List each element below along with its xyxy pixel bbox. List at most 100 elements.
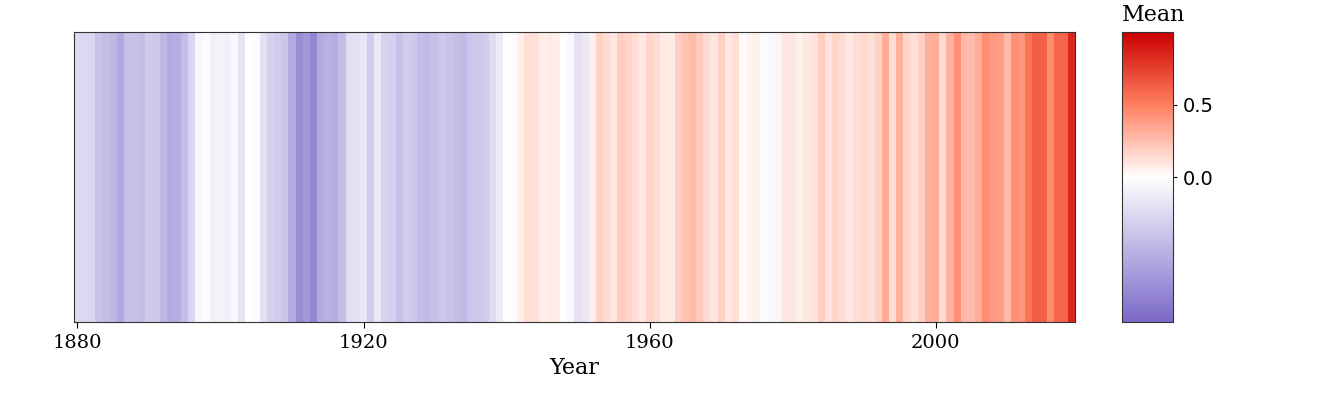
Bar [195, 32, 203, 322]
Bar [310, 32, 317, 322]
Bar [524, 32, 532, 322]
Bar [496, 32, 503, 322]
Bar [438, 32, 446, 322]
Bar [868, 32, 875, 322]
Bar [789, 32, 797, 322]
Bar [567, 32, 575, 322]
Bar [925, 32, 933, 322]
Bar [653, 32, 660, 322]
Bar [974, 32, 982, 322]
Bar [839, 32, 847, 322]
Bar [503, 32, 511, 322]
Bar [961, 32, 968, 322]
Bar [417, 32, 425, 322]
Bar [388, 32, 396, 322]
Bar [681, 32, 689, 322]
Bar [1068, 32, 1075, 322]
Bar [582, 32, 589, 322]
Bar [1054, 32, 1060, 322]
Bar [761, 32, 767, 322]
Bar [732, 32, 739, 322]
Bar [1060, 32, 1068, 322]
Bar [890, 32, 896, 322]
Bar [918, 32, 925, 322]
Bar [167, 32, 175, 322]
Bar [546, 32, 554, 322]
Bar [517, 32, 524, 322]
Bar [1047, 32, 1054, 322]
Bar [939, 32, 946, 322]
Bar [231, 32, 238, 322]
Bar [603, 32, 610, 322]
Bar [610, 32, 617, 322]
Bar [638, 32, 646, 322]
Bar [696, 32, 703, 322]
Bar [804, 32, 810, 322]
Bar [210, 32, 216, 322]
Bar [689, 32, 696, 322]
Bar [718, 32, 724, 322]
Bar [367, 32, 375, 322]
Bar [145, 32, 153, 322]
Bar [1017, 32, 1025, 322]
Bar [1032, 32, 1039, 322]
Bar [425, 32, 431, 322]
Bar [810, 32, 817, 322]
Bar [882, 32, 890, 322]
Bar [332, 32, 339, 322]
Bar [746, 32, 754, 322]
Bar [382, 32, 388, 322]
Bar [395, 32, 403, 322]
Bar [753, 32, 761, 322]
Bar [539, 32, 546, 322]
Bar [1039, 32, 1047, 322]
X-axis label: Year: Year [550, 357, 599, 379]
Bar [253, 32, 259, 322]
Bar [481, 32, 489, 322]
Bar [289, 32, 296, 322]
Bar [446, 32, 453, 322]
Bar [267, 32, 274, 322]
Bar [360, 32, 367, 322]
Bar [767, 32, 775, 322]
Bar [595, 32, 603, 322]
Bar [324, 32, 332, 322]
Bar [173, 32, 181, 322]
Bar [632, 32, 638, 322]
Bar [224, 32, 231, 322]
Bar [302, 32, 310, 322]
Bar [660, 32, 668, 322]
Bar [246, 32, 253, 322]
Bar [982, 32, 989, 322]
Bar [238, 32, 246, 322]
Bar [281, 32, 289, 322]
Bar [110, 32, 117, 322]
Bar [946, 32, 954, 322]
Bar [996, 32, 1004, 322]
Bar [968, 32, 976, 322]
Bar [853, 32, 860, 322]
Bar [646, 32, 653, 322]
Bar [431, 32, 438, 322]
Bar [339, 32, 345, 322]
Bar [724, 32, 732, 322]
Bar [181, 32, 188, 322]
Bar [117, 32, 124, 322]
Bar [617, 32, 625, 322]
Bar [489, 32, 496, 322]
Bar [703, 32, 711, 322]
Bar [203, 32, 210, 322]
Bar [188, 32, 196, 322]
Bar [817, 32, 825, 322]
Bar [625, 32, 632, 322]
Bar [796, 32, 804, 322]
Bar [532, 32, 539, 322]
Bar [782, 32, 789, 322]
Bar [552, 32, 560, 322]
Bar [352, 32, 360, 322]
Bar [1011, 32, 1017, 322]
Bar [1025, 32, 1032, 322]
Bar [453, 32, 460, 322]
Bar [296, 32, 302, 322]
Bar [274, 32, 281, 322]
